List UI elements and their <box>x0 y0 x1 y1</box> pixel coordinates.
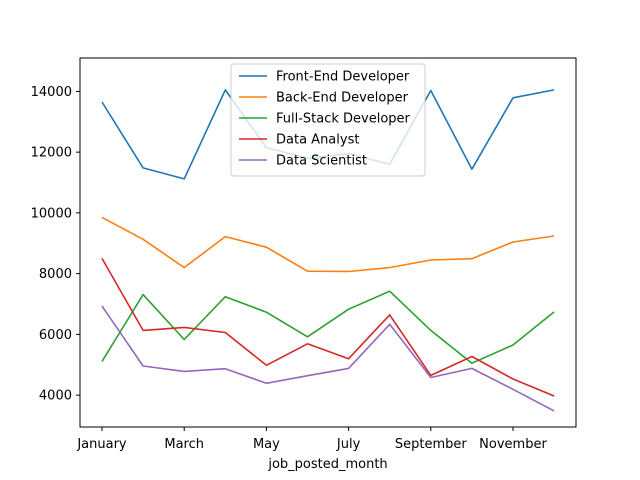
series-line-data-scientist <box>101 305 555 412</box>
series-line-data-analyst <box>101 258 555 397</box>
x-tick-label: November <box>479 437 547 452</box>
plot-frame <box>79 57 577 428</box>
y-tick-label: 12000 <box>31 146 72 161</box>
series-layer <box>101 89 555 412</box>
y-tick-label: 6000 <box>39 328 72 343</box>
legend-label: Full-Stack Developer <box>276 112 411 127</box>
legend-label: Data Scientist <box>276 154 367 169</box>
y-axis: 4000 6000 8000 10000 12000 14000 <box>31 85 80 404</box>
legend-label: Back-End Developer <box>276 91 409 106</box>
legend-label: Data Analyst <box>276 133 359 148</box>
y-tick-label: 8000 <box>39 267 72 282</box>
y-tick-label: 14000 <box>31 85 72 100</box>
x-tick-label: January <box>76 437 127 452</box>
series-line-back-end-developer <box>101 216 555 273</box>
x-tick-label: March <box>164 437 204 452</box>
x-axis-label: job_posted_month <box>267 457 387 472</box>
x-axis: January March May July September November <box>76 427 547 452</box>
x-tick-label: May <box>253 437 280 452</box>
x-tick-label: July <box>336 437 361 452</box>
y-tick-label: 10000 <box>31 206 72 221</box>
legend: Front-End Developer Back-End Developer Ful… <box>230 63 426 177</box>
legend-box <box>230 63 426 177</box>
legend-label: Front-End Developer <box>276 70 410 85</box>
y-tick-label: 4000 <box>39 389 72 404</box>
x-tick-label: September <box>395 437 468 452</box>
